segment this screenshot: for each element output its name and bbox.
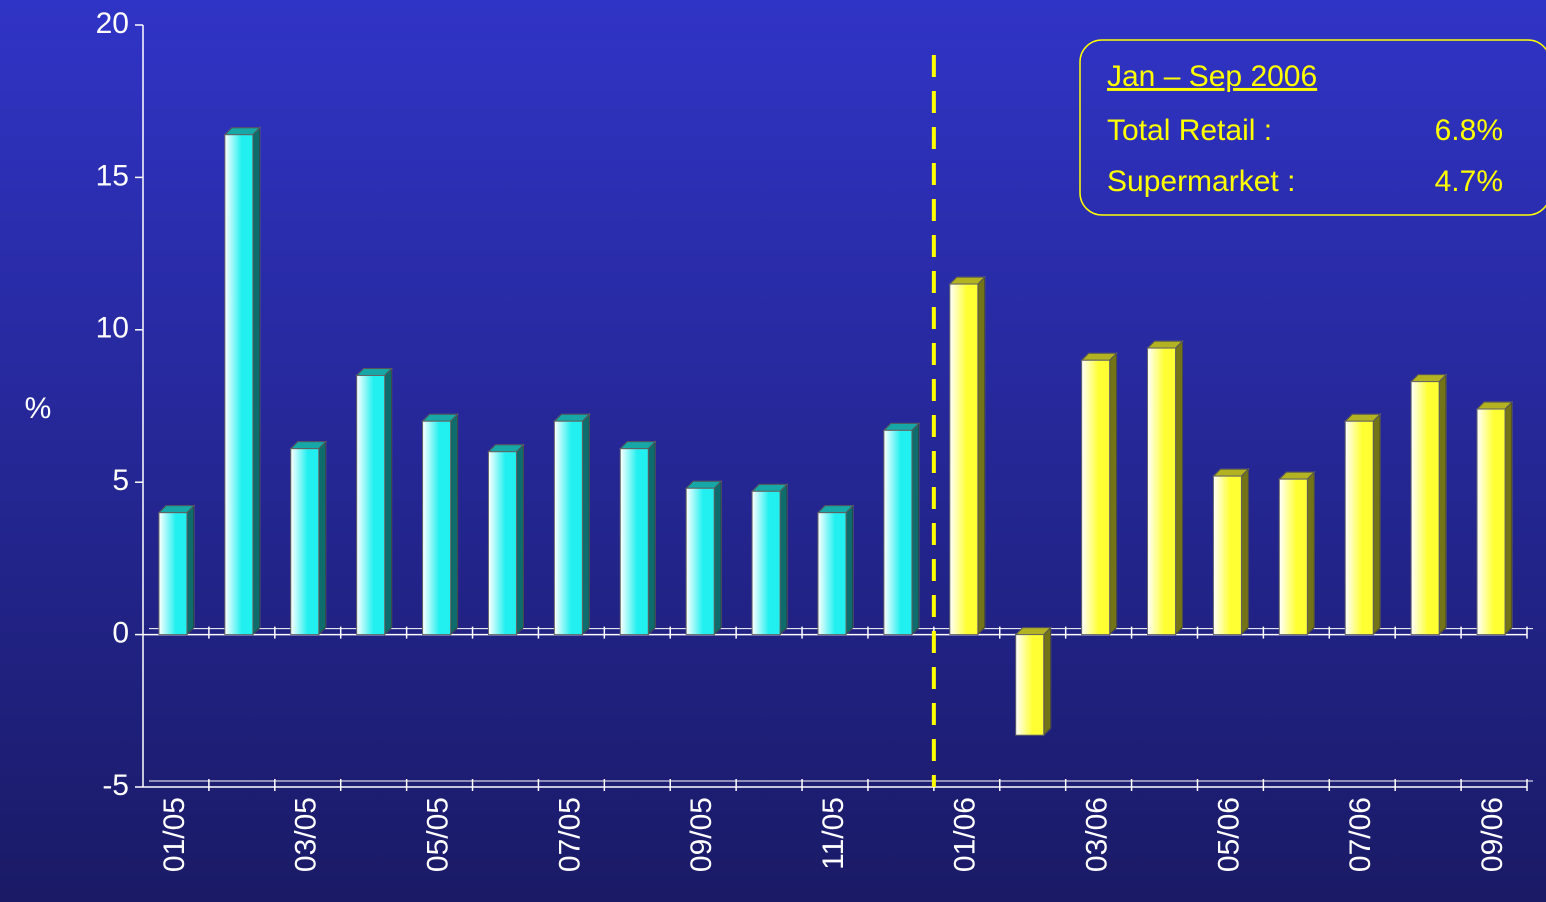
annotation-box xyxy=(1079,39,1546,216)
bar-side-shade xyxy=(1307,472,1315,635)
bar-side-shade xyxy=(1043,627,1051,736)
bar-top-shade xyxy=(620,441,656,449)
bar-side-shade xyxy=(1175,341,1183,635)
bar xyxy=(1410,381,1440,636)
bar-side-shade xyxy=(977,277,985,635)
x-tick-label: 03/05 xyxy=(290,797,323,872)
y-tick-label: 0 xyxy=(112,617,129,650)
bar-side-shade xyxy=(780,484,788,635)
bar-top-shade xyxy=(1345,414,1381,422)
y-tick-label: 20 xyxy=(96,7,129,40)
bar-side-shade xyxy=(648,441,656,635)
bar-top-shade xyxy=(1213,469,1249,477)
bar xyxy=(817,512,847,636)
bar xyxy=(1212,475,1242,636)
bar-side-shade xyxy=(1241,469,1249,635)
y-tick-label: -5 xyxy=(102,769,129,802)
bar xyxy=(422,420,452,636)
annotation-label: Supermarket : xyxy=(1107,165,1295,198)
y-tick-label: 15 xyxy=(96,159,129,192)
bar-side-shade xyxy=(911,423,919,635)
bar-top-shade xyxy=(224,127,260,135)
bar-top-shade xyxy=(554,414,590,422)
bar-top-shade xyxy=(1411,374,1447,382)
bar xyxy=(158,512,188,636)
x-tick-label: 07/06 xyxy=(1344,797,1377,872)
bar xyxy=(1015,634,1045,736)
annotation-value: 6.8% xyxy=(1435,114,1503,147)
bar-side-shade xyxy=(714,481,722,635)
bar-side-shade xyxy=(846,505,853,635)
y-axis-label: % xyxy=(25,392,52,425)
bar xyxy=(1344,420,1374,636)
bar xyxy=(1476,408,1506,636)
bar-top-shade xyxy=(1477,402,1513,410)
bar xyxy=(949,283,979,636)
bar-top-shade xyxy=(818,505,853,513)
x-tick-label: 09/05 xyxy=(685,797,718,872)
y-tick-label: 10 xyxy=(96,312,129,345)
bar-side-shade xyxy=(1109,353,1117,635)
bar-side-shade xyxy=(1439,374,1447,635)
x-tick-label: 05/05 xyxy=(421,797,454,872)
bar xyxy=(290,448,320,636)
bar xyxy=(1147,347,1177,636)
x-tick-label: 01/06 xyxy=(949,797,982,872)
bar-top-shade xyxy=(686,481,722,489)
bar xyxy=(751,490,781,636)
bar-top-shade xyxy=(356,368,392,376)
x-tick-label: 05/06 xyxy=(1212,797,1245,872)
annotation-label: Total Retail : xyxy=(1107,114,1272,147)
bar-top-shade xyxy=(1015,627,1051,635)
bar xyxy=(1081,359,1111,636)
bar-top-shade xyxy=(290,441,326,449)
bar xyxy=(883,429,913,636)
bar-side-shade xyxy=(1373,414,1381,635)
bar-top-shade xyxy=(752,484,788,492)
bar xyxy=(356,375,386,636)
x-tick-label: 11/05 xyxy=(817,797,850,870)
bar-side-shade xyxy=(1505,402,1513,635)
bar-side-shade xyxy=(450,414,458,635)
bar xyxy=(224,134,254,636)
bar-side-shade xyxy=(516,444,524,635)
x-tick-label: 07/05 xyxy=(553,797,586,872)
bar-side-shade xyxy=(384,368,392,635)
bar-top-shade xyxy=(158,505,194,513)
bar-side-shade xyxy=(582,414,590,635)
bar-top-shade xyxy=(1147,341,1183,349)
x-tick-label: 09/06 xyxy=(1476,797,1509,872)
bar-top-shade xyxy=(949,277,985,285)
annotation-title: Jan – Sep 2006 xyxy=(1107,60,1317,93)
annotation-value: 4.7% xyxy=(1435,165,1503,198)
bar xyxy=(619,448,649,636)
bar xyxy=(685,487,715,636)
bar-top-shade xyxy=(488,444,524,452)
bar xyxy=(487,451,517,636)
bar-side-shade xyxy=(252,127,260,635)
y-tick-label: 5 xyxy=(112,464,129,497)
x-tick-label: 01/05 xyxy=(158,797,191,872)
bar-side-shade xyxy=(186,505,194,635)
bar-top-shade xyxy=(1279,472,1315,480)
bar-top-shade xyxy=(883,423,919,431)
bar-top-shade xyxy=(1081,353,1117,361)
bar-side-shade xyxy=(318,441,326,635)
bar xyxy=(1278,478,1308,636)
x-tick-label: 03/06 xyxy=(1081,797,1114,872)
bar-top-shade xyxy=(422,414,458,422)
bar xyxy=(553,420,583,636)
